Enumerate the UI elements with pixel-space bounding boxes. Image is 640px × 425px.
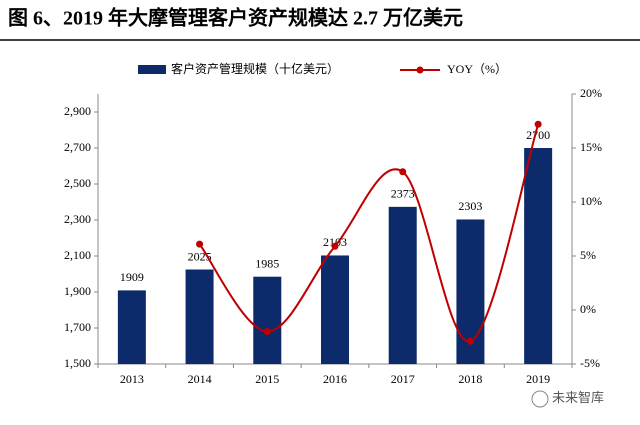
- y2-tick-label: 5%: [580, 248, 596, 262]
- y2-tick-label: -5%: [580, 356, 600, 370]
- y-tick-label: 1,500: [64, 356, 91, 370]
- bar-value-label: 1909: [120, 270, 144, 284]
- y2-tick-label: 20%: [580, 86, 602, 100]
- legend-swatch: [416, 66, 424, 74]
- bar: [185, 269, 214, 364]
- y-tick-label: 1,900: [64, 284, 91, 298]
- line-marker: [196, 240, 204, 248]
- y-tick-label: 2,300: [64, 212, 91, 226]
- x-tick-label: 2016: [323, 372, 347, 386]
- y2-tick-label: 15%: [580, 140, 602, 154]
- y-tick-label: 2,700: [64, 140, 91, 154]
- bar: [117, 290, 146, 364]
- legend-swatch: [138, 65, 166, 74]
- line-marker: [263, 328, 271, 336]
- y-tick-label: 2,900: [64, 104, 91, 118]
- y2-tick-label: 10%: [580, 194, 602, 208]
- watermark: 未来智库: [552, 390, 604, 405]
- x-tick-label: 2019: [526, 372, 550, 386]
- y-tick-label: 1,700: [64, 320, 91, 334]
- watermark-icon: [531, 390, 549, 408]
- bar: [388, 206, 417, 364]
- bar-value-label: 2373: [391, 187, 415, 201]
- y2-tick-label: 0%: [580, 302, 596, 316]
- line-marker: [331, 242, 339, 250]
- x-tick-label: 2013: [120, 372, 144, 386]
- bar-value-label: 2303: [458, 199, 482, 213]
- bar: [253, 276, 282, 364]
- x-tick-label: 2018: [458, 372, 482, 386]
- bar: [524, 148, 553, 364]
- bar-value-label: 1985: [255, 256, 279, 270]
- legend-label: 客户资产管理规模（十亿美元）: [171, 61, 339, 76]
- x-tick-label: 2015: [255, 372, 279, 386]
- bar: [321, 255, 349, 364]
- y-tick-label: 2,500: [64, 176, 91, 190]
- line: [198, 123, 540, 343]
- line-marker: [534, 120, 542, 128]
- y-tick-label: 2,100: [64, 248, 91, 262]
- legend-label: YOY（%）: [447, 62, 507, 76]
- x-tick-label: 2014: [188, 372, 212, 386]
- bar-value-label: 2700: [526, 128, 550, 142]
- chart-title: 图 6、2019 年大摩管理客户资产规模达 2.7 万亿美元: [8, 6, 463, 30]
- line-marker: [399, 168, 407, 176]
- x-tick-label: 2017: [391, 372, 415, 386]
- line-marker: [466, 337, 474, 345]
